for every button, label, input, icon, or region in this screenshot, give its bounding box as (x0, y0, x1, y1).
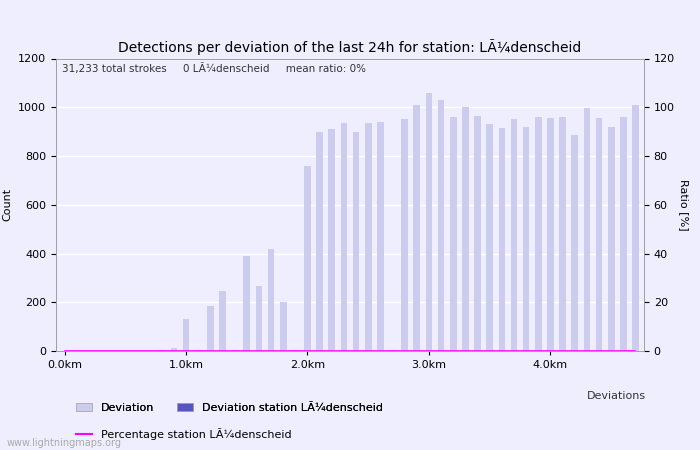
Bar (474, 116, 481, 351)
Text: 31,233 total strokes     0 LÃ¼denscheid     mean ratio: 0%: 31,233 total strokes 0 LÃ¼denscheid mean… (62, 63, 366, 74)
Bar (377, 122, 384, 351)
Bar (219, 291, 226, 351)
Text: www.lightningmaps.org: www.lightningmaps.org (7, 438, 122, 448)
Bar (486, 124, 493, 351)
Bar (195, 350, 202, 351)
Bar (341, 123, 347, 351)
Legend: Percentage station LÃ¼denscheid: Percentage station LÃ¼denscheid (76, 428, 292, 440)
Title: Detections per deviation of the last 24h for station: LÃ¼denscheid: Detections per deviation of the last 24h… (118, 39, 582, 54)
Bar (401, 119, 408, 351)
Bar (280, 302, 286, 351)
Bar (328, 129, 335, 351)
Bar (632, 105, 639, 351)
Bar (304, 166, 311, 351)
Bar (183, 320, 189, 351)
Legend: Deviation, Deviation station LÃ¼denscheid: Deviation, Deviation station LÃ¼denschei… (76, 403, 384, 413)
Bar (292, 350, 299, 351)
Bar (596, 118, 603, 351)
Bar (267, 248, 274, 351)
Bar (571, 135, 578, 351)
Bar (450, 117, 456, 351)
Bar (244, 256, 250, 351)
Bar (498, 128, 505, 351)
Bar (559, 117, 566, 351)
Bar (438, 100, 444, 351)
Bar (414, 105, 420, 351)
Bar (535, 117, 542, 351)
Y-axis label: Count: Count (3, 188, 13, 221)
Bar (608, 127, 615, 351)
Bar (316, 131, 323, 351)
Bar (584, 108, 590, 351)
Bar (523, 127, 529, 351)
Bar (511, 119, 517, 351)
Bar (171, 348, 177, 351)
Y-axis label: Ratio [%]: Ratio [%] (679, 179, 689, 230)
Bar (365, 123, 372, 351)
Bar (389, 350, 396, 351)
Bar (547, 118, 554, 351)
Text: Deviations: Deviations (587, 391, 645, 401)
Bar (231, 350, 238, 351)
Bar (462, 107, 469, 351)
Bar (353, 131, 359, 351)
Bar (207, 306, 214, 351)
Bar (620, 117, 626, 351)
Bar (158, 350, 165, 351)
Bar (426, 93, 433, 351)
Bar (256, 286, 262, 351)
